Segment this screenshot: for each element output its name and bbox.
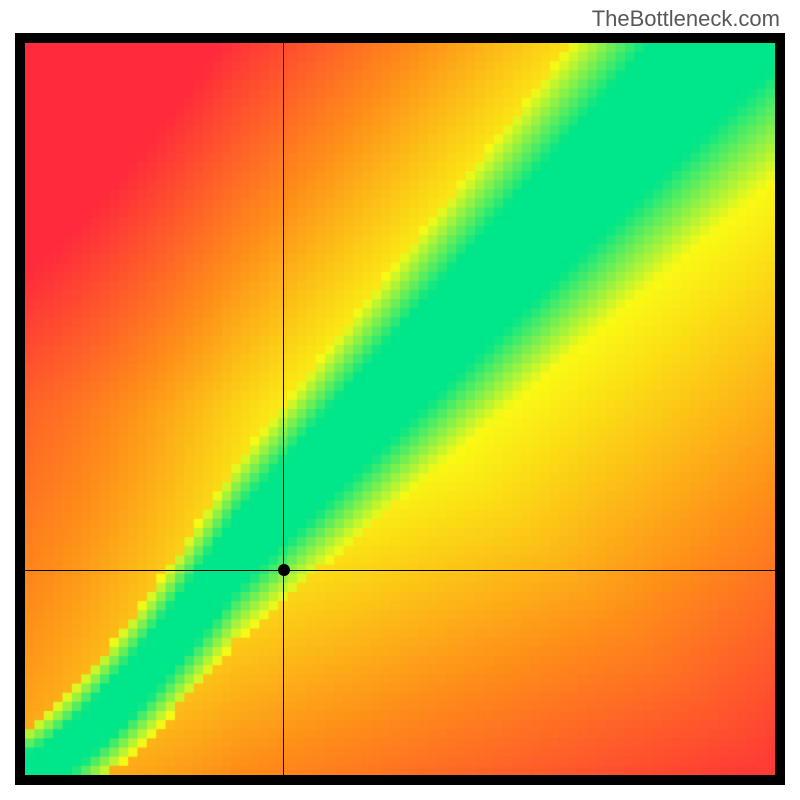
watermark-text: TheBottleneck.com (592, 6, 780, 32)
crosshair-horizontal (25, 570, 775, 571)
bottleneck-heatmap (25, 43, 775, 775)
chart-frame (15, 33, 785, 785)
crosshair-marker (278, 564, 290, 576)
chart-container: TheBottleneck.com (0, 0, 800, 800)
crosshair-vertical (283, 43, 284, 775)
